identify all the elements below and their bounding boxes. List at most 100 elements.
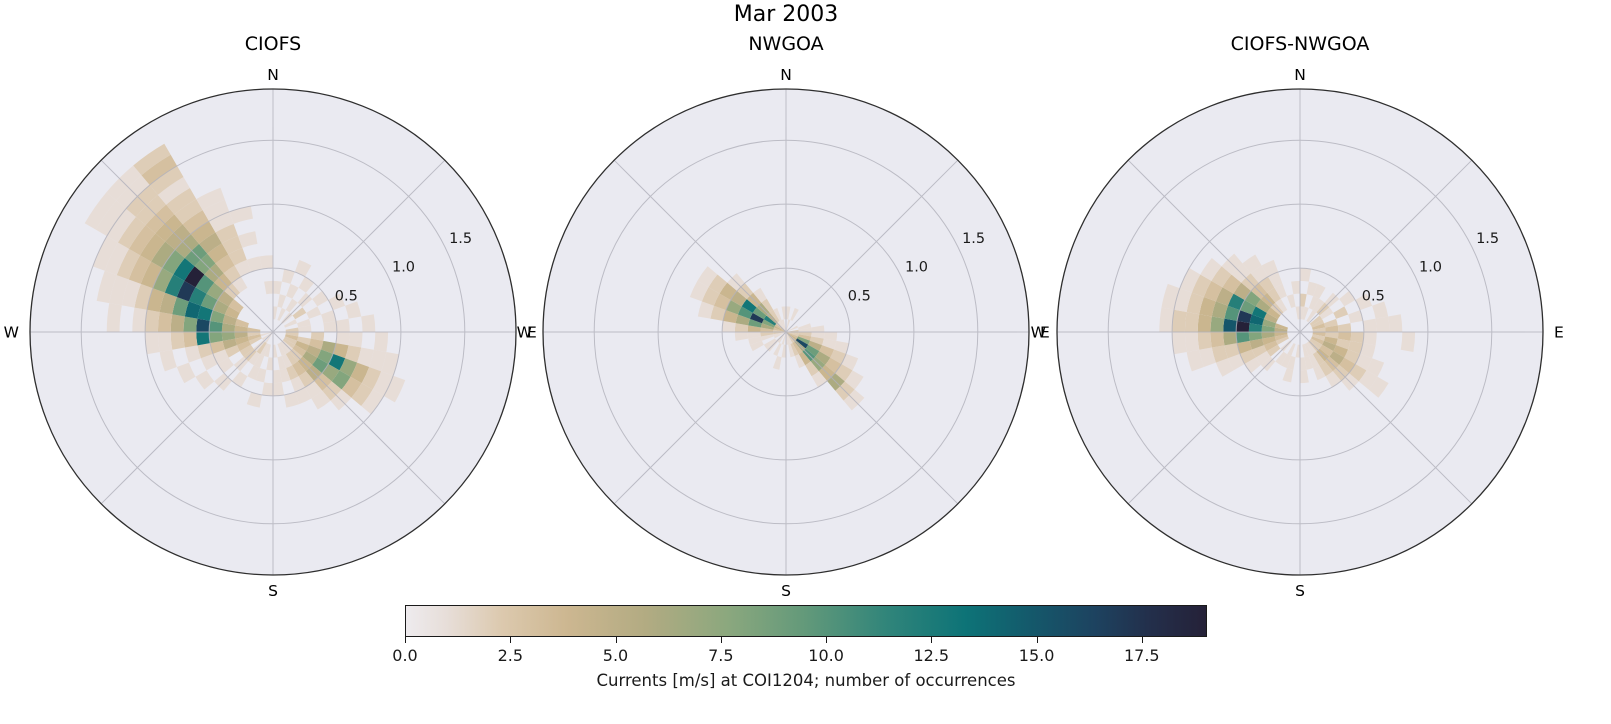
polar-cell: [1249, 314, 1264, 326]
polar-cell: [701, 287, 720, 306]
polar-cell: [1244, 357, 1261, 374]
polar-cell: [197, 343, 213, 359]
polar-cell: [761, 298, 774, 313]
polar-cell: [710, 305, 726, 321]
radial-tick-label: 0.5: [335, 288, 358, 304]
polar-cell: [129, 225, 156, 256]
polar-cell: [306, 345, 322, 358]
polar-cell: [1242, 254, 1262, 274]
polar-cell: [261, 332, 273, 341]
polar-cell: [1360, 343, 1376, 359]
polar-cell: [1306, 309, 1317, 323]
polar-cell: [697, 301, 714, 319]
polar-cell: [723, 310, 738, 324]
polar-cell: [339, 358, 358, 377]
polar-cell: [1309, 315, 1323, 326]
polar-cell: [121, 279, 141, 308]
colorbar-tick-label: 0.0: [392, 646, 418, 665]
polar-cell: [264, 344, 271, 358]
polar-cell: [730, 290, 747, 307]
polar-cell: [229, 206, 254, 224]
polar-cell: [1266, 307, 1281, 320]
polar-cell: [221, 235, 243, 255]
colorbar-tick: [720, 637, 722, 643]
polar-cell: [273, 280, 282, 295]
polar-cell: [1324, 336, 1338, 346]
polar-cell: [184, 301, 201, 319]
polar-cell: [689, 280, 709, 302]
polar-cell: [1255, 351, 1271, 365]
polar-cell: [786, 332, 791, 345]
polar-cell: [361, 366, 382, 390]
cardinal-label-n: N: [1294, 66, 1306, 84]
polar-cell: [321, 363, 340, 382]
polar-cell: [822, 338, 837, 350]
polar-cell: [777, 320, 786, 332]
polar-cell: [311, 390, 331, 410]
polar-cell: [328, 293, 346, 311]
polar-cell: [1227, 293, 1245, 311]
polar-cell: [209, 332, 223, 344]
polar-cell: [106, 208, 136, 243]
polar-cell: [735, 314, 750, 326]
polar-cell: [788, 344, 795, 358]
polar-cell: [1308, 295, 1320, 310]
polar-cell: [173, 258, 195, 281]
polar-cell: [760, 323, 774, 330]
polar-cell: [117, 216, 146, 249]
polar-cell: [209, 211, 234, 233]
polar-cell: [183, 316, 198, 332]
polar-chart-nwgoa: 0.5 1.0 1.5 N E S W: [517, 66, 1050, 600]
polar-cell: [286, 283, 299, 299]
colorbar-tick-label: 15.0: [1018, 646, 1055, 665]
polar-cell: [841, 353, 859, 371]
polar-cell: [1211, 345, 1228, 363]
polar-cell: [1339, 357, 1356, 374]
colorbar-tick-label: 5.0: [602, 646, 629, 665]
polar-cell: [772, 356, 782, 370]
polar-cell: [1262, 336, 1276, 346]
polar-cell: [1337, 332, 1352, 341]
polar-cell: [1324, 318, 1338, 328]
polar-cell: [133, 143, 171, 176]
polar-cell: [1295, 344, 1300, 358]
polar-cell: [786, 325, 799, 332]
polar-cell: [285, 351, 298, 366]
polar-cell: [1250, 265, 1269, 284]
colorbar-tick-label: 7.5: [708, 646, 734, 665]
polar-cell: [298, 325, 312, 332]
polar-cell: [1199, 347, 1216, 367]
polar-cell: [1312, 334, 1326, 341]
polar-cell: [335, 318, 350, 332]
polar-cell: [1355, 353, 1373, 371]
polar-cell: [722, 320, 736, 332]
polar-cell: [1267, 287, 1281, 303]
polar-cell: [1306, 281, 1318, 296]
polar-cell: [1200, 258, 1222, 281]
polar-cell: [116, 248, 141, 280]
polar-cell: [1306, 341, 1317, 355]
polar-cell: [104, 242, 130, 276]
polar-cell: [1215, 287, 1234, 306]
cardinal-labels: N E S W: [517, 66, 1050, 600]
polar-cell: [164, 274, 185, 298]
cardinal-labels: N E S W: [1031, 66, 1564, 600]
polar-cell: [1244, 290, 1261, 307]
polar-cell: [1375, 316, 1390, 332]
polar-cell: [345, 301, 362, 319]
polar-cell: [1302, 306, 1309, 320]
polar-cell: [749, 340, 764, 352]
polar-cell: [1268, 271, 1283, 288]
polar-cell: [277, 307, 286, 321]
polar-cell: [773, 325, 786, 332]
polar-cell: [1295, 306, 1300, 320]
polar-cell: [1312, 327, 1326, 332]
polar-grid: [1057, 89, 1543, 575]
polar-cell: [725, 300, 742, 315]
polar-spine: [29, 88, 517, 576]
polar-cell: [261, 382, 273, 396]
polar-cell: [741, 299, 757, 313]
polar-cell: [207, 243, 229, 264]
polar-cell: [106, 303, 122, 332]
polar-cell: [141, 154, 178, 186]
